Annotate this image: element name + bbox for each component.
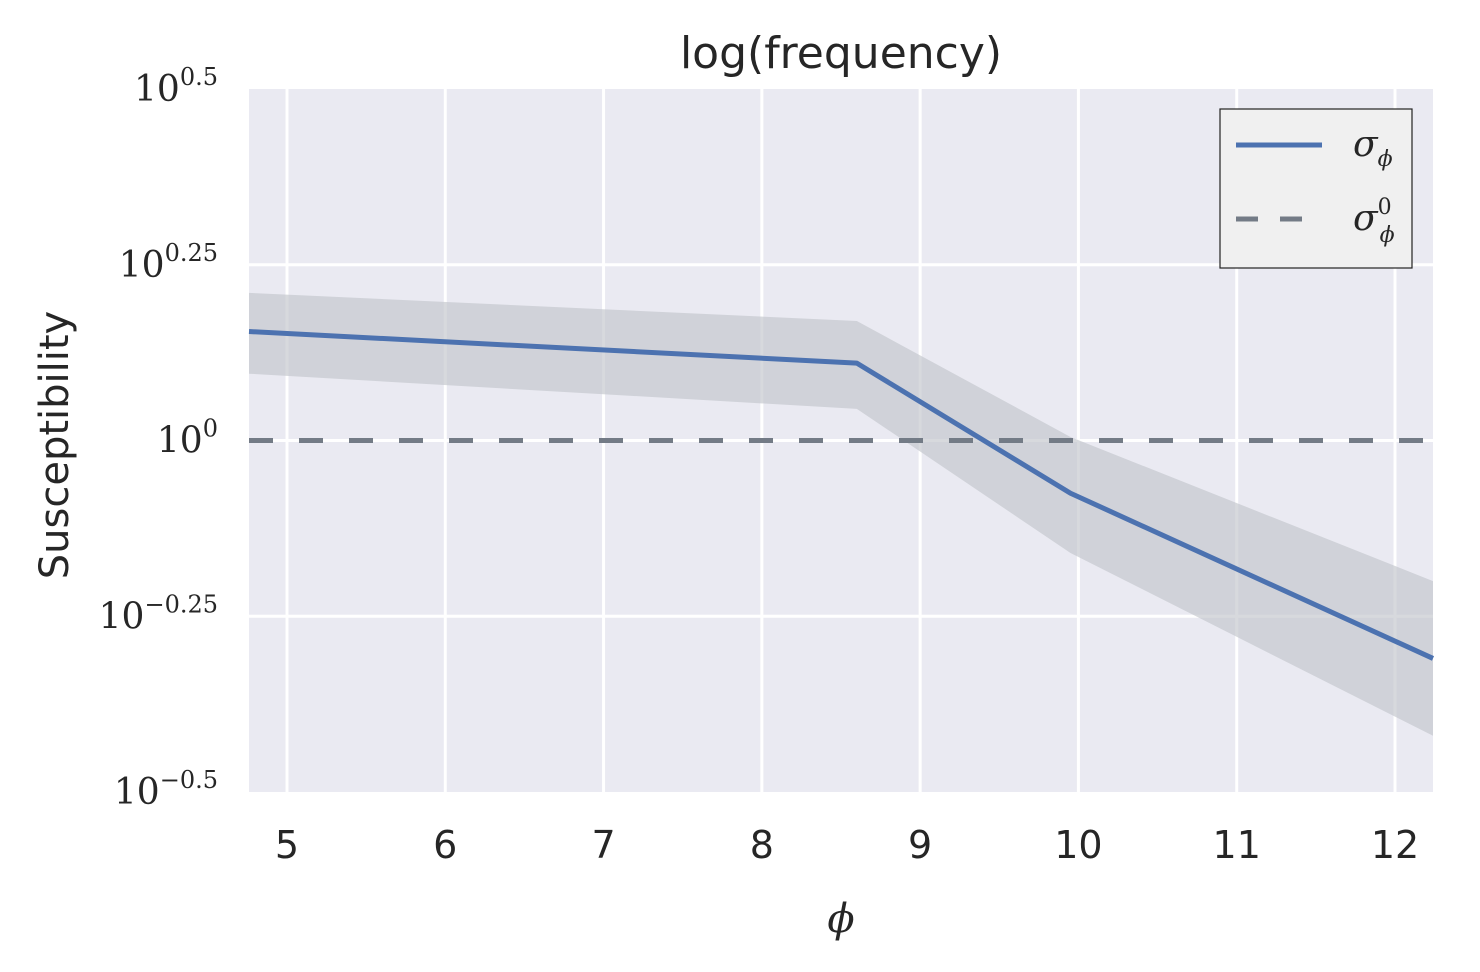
legend-label: σϕ [1353, 124, 1393, 172]
y-tick-label: 100.25 [119, 239, 218, 286]
x-tick-label: 7 [591, 823, 615, 867]
x-tick-label: 10 [1054, 823, 1102, 867]
x-axis-label: ϕ [827, 896, 854, 942]
y-tick-label: 10−0.25 [99, 590, 218, 637]
y-tick-labels: 100.5 100.25 100 10−0.25 10−0.5 [99, 63, 218, 813]
x-tick-label: 12 [1371, 823, 1419, 867]
x-tick-labels: 5 6 7 8 9 10 11 12 [275, 823, 1419, 867]
series-layer [248, 329, 1435, 661]
y-tick-label: 10−0.5 [114, 766, 218, 813]
legend: σϕ σ0 ϕ [1219, 108, 1413, 269]
y-tick-label: 100.5 [134, 63, 218, 110]
x-tick-label: 11 [1213, 823, 1261, 867]
main-series-line [248, 329, 1435, 661]
x-tick-label: 9 [908, 823, 932, 867]
x-tick-label: 6 [433, 823, 457, 867]
legend-box [1219, 108, 1413, 269]
y-axis-label: Susceptibility [32, 311, 78, 579]
chart-title: log(frequency) [680, 28, 1002, 79]
x-tick-label: 8 [750, 823, 774, 867]
y-tick-label: 100 [157, 415, 218, 462]
legend-label: σ0 ϕ [1353, 195, 1395, 248]
x-tick-label: 5 [275, 823, 299, 867]
